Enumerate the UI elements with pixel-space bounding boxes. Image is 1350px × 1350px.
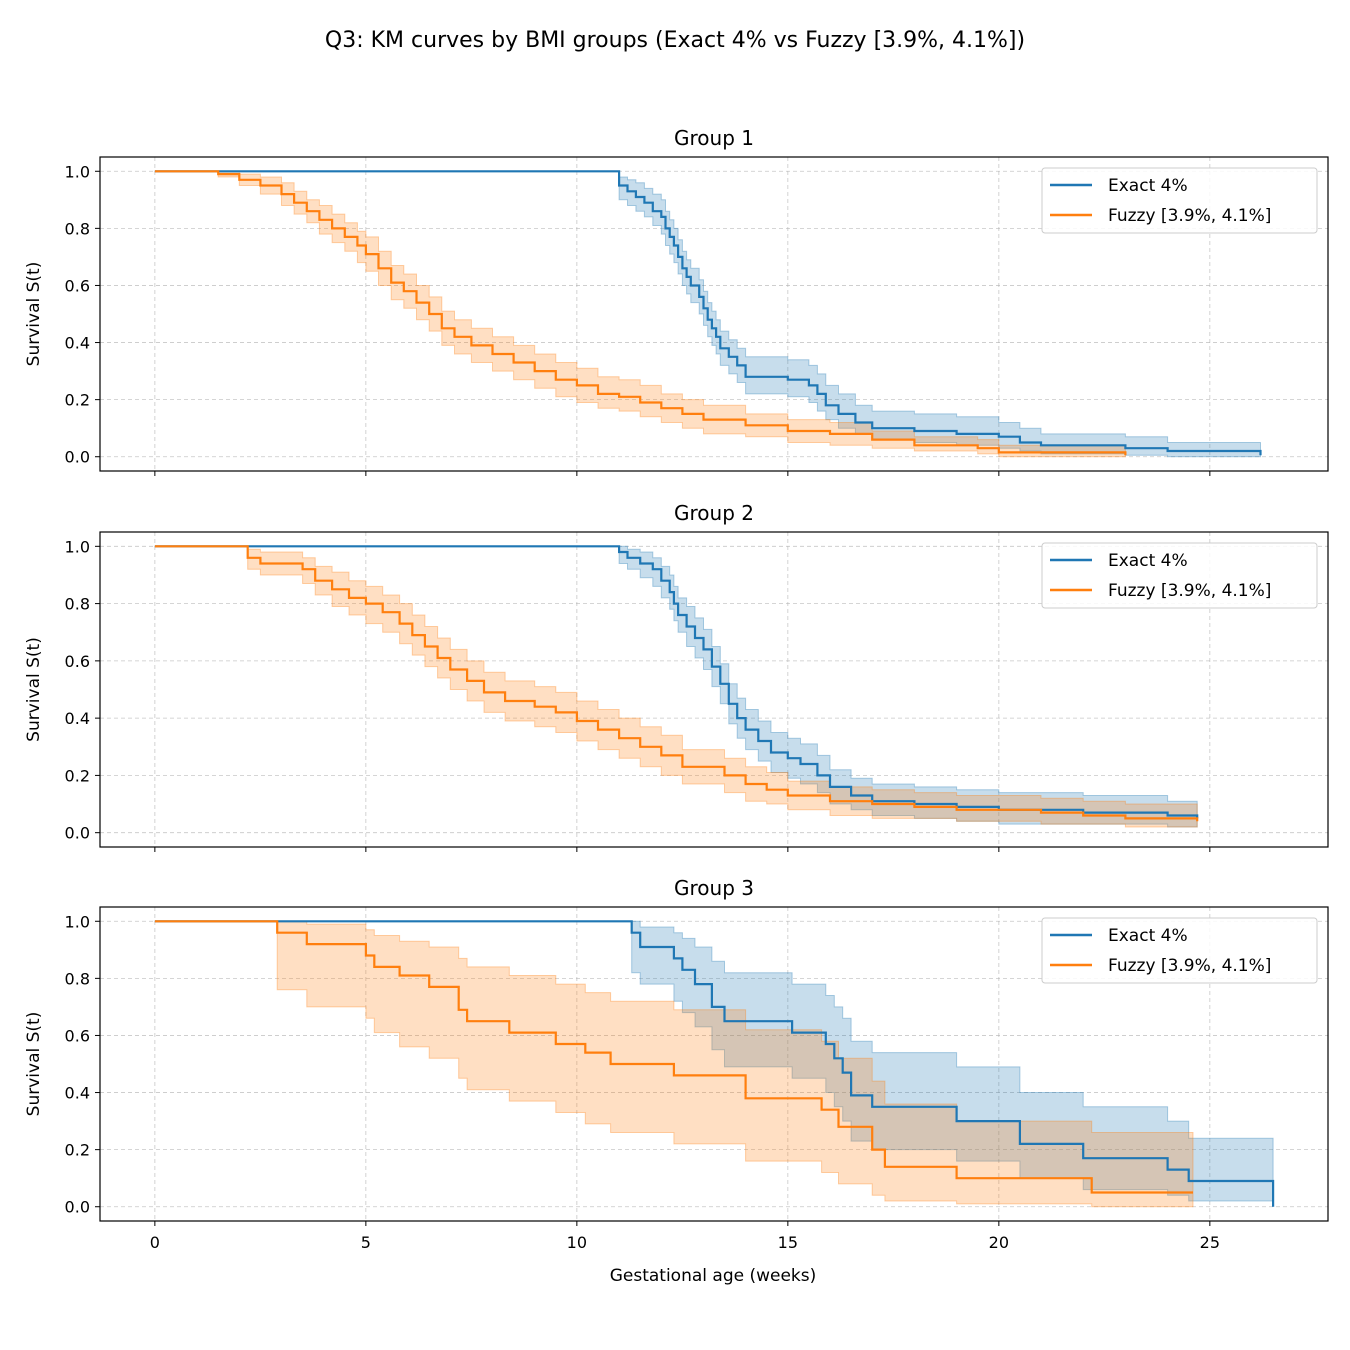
legend-label: Exact 4%: [1108, 926, 1188, 946]
legend-label: Exact 4%: [1108, 551, 1188, 571]
figure-title: Q3: KM curves by BMI groups (Exact 4% vs…: [325, 28, 1025, 53]
axes-frame: [99, 156, 1329, 472]
y-tick-label: 0.2: [65, 1141, 90, 1160]
km-curve-series-2: [154, 170, 1127, 456]
ci-band-series-1: [154, 545, 1198, 828]
y-tick-label: 0.4: [65, 1084, 90, 1103]
panel-group-2: 0.0 0.2 0.4 0.6 0.8 1.0 Group 2 Survival S(t) Ex…: [24, 501, 1329, 852]
y-tick-label: 0.6: [65, 652, 90, 671]
x-tick-label: 0: [150, 1233, 160, 1252]
axes-frame: [99, 906, 1329, 1222]
km-curve-series-1: [154, 920, 1275, 1207]
y-tick-label: 0.0: [65, 448, 90, 467]
legend-box: [1041, 917, 1318, 984]
x-axis-label: Gestational age (weeks): [610, 1266, 817, 1286]
x-tick-label: 20: [989, 1233, 1009, 1252]
legend: Exact 4% Fuzzy [3.9%, 4.1%]: [1041, 542, 1318, 609]
y-tick-label: 0.8: [65, 595, 90, 614]
panel-title: Group 3: [674, 876, 754, 900]
y-axis-label: Survival S(t): [24, 1012, 44, 1117]
y-tick-label: 0.6: [65, 1026, 90, 1045]
x-tick-label: 10: [567, 1233, 587, 1252]
legend-label: Fuzzy [3.9%, 4.1%]: [1108, 956, 1271, 976]
y-tick-label: 0.8: [65, 969, 90, 988]
panel-group-1: 0.0 0.2 0.4 0.6 0.8 1.0 Group 1 Survival S(t) Ex…: [24, 126, 1329, 476]
panel-title: Group 1: [674, 126, 754, 150]
legend-box: [1041, 542, 1318, 609]
ci-band-series-2: [154, 545, 1198, 828]
y-tick-label: 0.4: [65, 709, 90, 728]
y-tick-label: 0.2: [65, 391, 90, 410]
panel-title: Group 2: [674, 501, 754, 525]
legend: Exact 4% Fuzzy [3.9%, 4.1%]: [1041, 917, 1318, 984]
y-tick-label: 0.0: [65, 1198, 90, 1217]
x-tick-label: 15: [778, 1233, 798, 1252]
y-tick-label: 0.0: [65, 824, 90, 843]
y-tick-label: 1.0: [65, 912, 90, 931]
panels: 0.0 0.2 0.4 0.6 0.8 1.0 Group 1 Survival S(t) Ex…: [24, 126, 1329, 1252]
y-tick-label: 1.0: [65, 537, 90, 556]
legend-label: Fuzzy [3.9%, 4.1%]: [1108, 206, 1271, 226]
km-curve-series-2: [154, 545, 1199, 822]
y-axis-label: Survival S(t): [24, 637, 44, 742]
y-tick-label: 0.8: [65, 219, 90, 238]
legend-label: Fuzzy [3.9%, 4.1%]: [1108, 581, 1271, 601]
y-tick-label: 0.6: [65, 276, 90, 295]
km-curve-series-2: [154, 920, 1193, 1194]
legend-box: [1041, 167, 1318, 234]
panel-group-3: 0 5 10 15 20 25 0.0 0.2 0.4 0.6 0.8 1.0 Group 3 Survi…: [24, 876, 1329, 1252]
y-axis-label: Survival S(t): [24, 262, 44, 367]
legend: Exact 4% Fuzzy [3.9%, 4.1%]: [1041, 167, 1318, 234]
y-tick-label: 0.2: [65, 766, 90, 785]
km-curve-series-1: [154, 170, 1262, 456]
x-tick-label: 25: [1200, 1233, 1220, 1252]
legend-label: Exact 4%: [1108, 176, 1188, 196]
y-tick-label: 0.4: [65, 334, 90, 353]
y-tick-label: 1.0: [65, 162, 90, 181]
axes-frame: [99, 531, 1329, 848]
x-tick-label: 5: [361, 1233, 371, 1252]
